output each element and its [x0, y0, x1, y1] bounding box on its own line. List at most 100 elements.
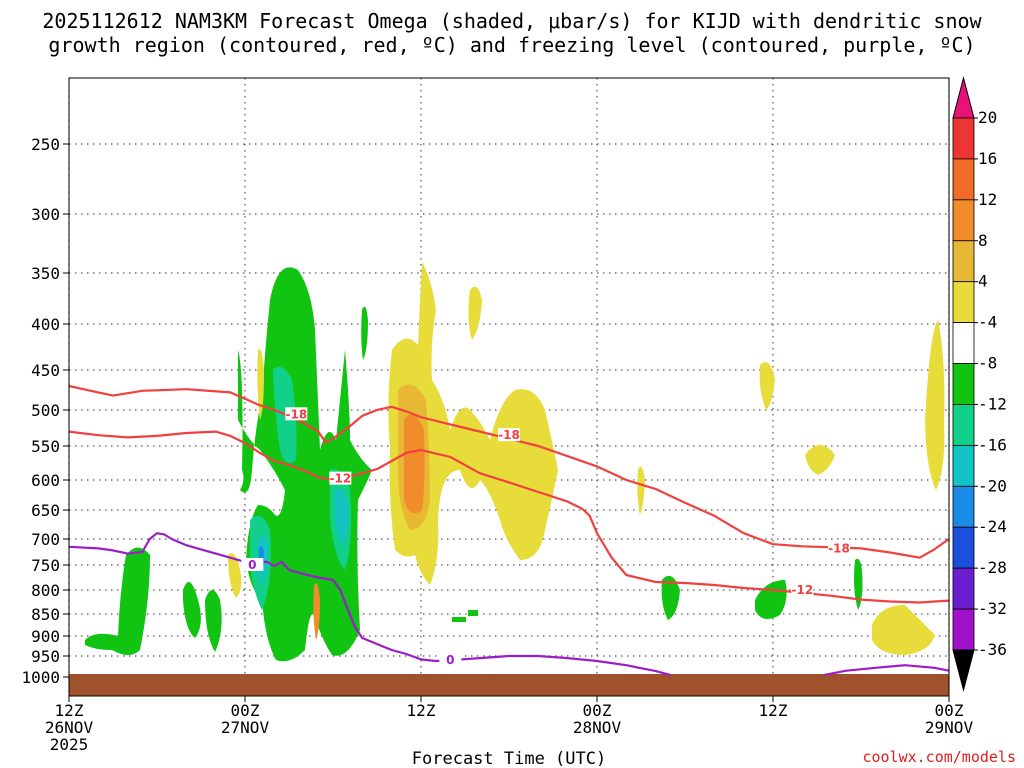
x-tick-label: 00Z	[583, 701, 612, 720]
contour-label-bg	[791, 583, 814, 596]
contour-lines	[68, 384, 950, 676]
colorbar-swatch	[952, 526, 975, 569]
omega-sinking-main	[388, 262, 558, 585]
colorbar: 20 16 12 8 4 -4 -8 -12 -16 -20 -24 -28 -32 -36	[952, 76, 1007, 692]
omega-rising-left	[85, 547, 150, 655]
chart-title: 2025112612 NAM3KM Forecast Omega (shaded…	[42, 9, 982, 33]
colorbar-bottom-arrow	[952, 649, 975, 692]
y-tick-label: 450	[31, 361, 60, 380]
omega-sinking-small-3	[759, 362, 775, 410]
omega-small-green-6	[468, 610, 478, 616]
contour-label: 0	[446, 653, 454, 667]
colorbar-label: -36	[978, 640, 1007, 659]
omega-sinking-left-3	[313, 583, 320, 640]
x-tick-label: 29NOV	[925, 718, 974, 737]
omega-strong-core-right	[334, 489, 349, 545]
x-tick-label: 12Z	[55, 701, 84, 720]
y-tick-label: 600	[31, 471, 60, 490]
series-line-0	[68, 384, 950, 559]
omega-small-green-5	[452, 617, 466, 622]
omega-rising-left-2	[183, 582, 201, 638]
contour-labels: -18 -18 -18 -12 -12 0 0	[241, 407, 850, 667]
colorbar-swatch	[952, 444, 975, 487]
y-tick-label: 250	[31, 135, 60, 154]
x-tick-label: 27NOV	[221, 718, 270, 737]
omega-small-green-1	[361, 306, 368, 360]
contour-label-bg	[828, 541, 850, 555]
plot-frame	[68, 77, 950, 697]
plot-background	[69, 78, 949, 696]
y-axis: 250 300 350 400 450 500 550 600 650 700 750 800 850 9…	[21, 135, 69, 687]
omega-small-green-4	[854, 558, 863, 610]
omega-sinking-strong	[404, 414, 425, 514]
contour-label-bg	[439, 653, 462, 667]
colorbar-top-arrow	[952, 76, 975, 119]
x-axis-label: Forecast Time (UTC)	[412, 749, 606, 768]
colorbar-label: -28	[978, 558, 1007, 577]
y-tick-label: 1000	[21, 668, 60, 687]
y-tick-label: 850	[31, 605, 60, 624]
watermark: coolwx.com/models	[862, 748, 1016, 766]
contour-label-bg	[329, 471, 352, 485]
chart-title-line2: growth region (contoured, red, ºC) and f…	[48, 33, 975, 57]
x-tick-label: 26NOV	[45, 718, 94, 737]
colorbar-swatch	[952, 363, 975, 405]
y-tick-label: 750	[31, 556, 60, 575]
omega-sinking-small-2	[637, 466, 645, 515]
plot-area: -18 -18 -18 -12 -12 0 0	[68, 77, 950, 697]
colorbar-swatch	[952, 485, 975, 528]
y-tick-label: 500	[31, 401, 60, 420]
colorbar-label: 12	[978, 190, 997, 209]
y-tick-label: 400	[31, 315, 60, 334]
x-tick-label: 28NOV	[573, 718, 622, 737]
contour-label-bg	[498, 428, 520, 442]
colorbar-label: 16	[978, 149, 997, 168]
colorbar-label: -32	[978, 599, 1007, 618]
contour-label-bg	[285, 407, 308, 421]
y-tick-label: 700	[31, 530, 60, 549]
colorbar-label: 20	[978, 108, 997, 127]
x-tick-label: 12Z	[407, 701, 436, 720]
colorbar-label: -16	[978, 435, 1007, 454]
y-tick-label: 800	[31, 581, 60, 600]
omega-sinking-small-1	[468, 286, 482, 340]
y-tick-label: 950	[31, 647, 60, 666]
colorbar-label: -8	[978, 354, 997, 373]
omega-sinking-left-2	[257, 349, 264, 420]
contour-label: -18	[285, 407, 307, 421]
contour-label: -18	[828, 541, 850, 555]
colorbar-label: -24	[978, 517, 1007, 536]
colorbar-label: 4	[978, 272, 988, 291]
colorbar-label: 8	[978, 231, 988, 250]
omega-shading	[85, 262, 945, 662]
omega-rising-left-3	[205, 590, 222, 652]
y-tick-label: 350	[31, 264, 60, 283]
series-line-3	[824, 664, 950, 676]
x-tick-label: 00Z	[935, 701, 964, 720]
y-tick-label: 300	[31, 205, 60, 224]
omega-sinking-bottom-right	[872, 605, 935, 655]
colorbar-swatch	[952, 404, 975, 446]
x-tick-label: 2025	[50, 735, 89, 754]
colorbar-label: -12	[978, 394, 1007, 413]
omega-sinking-small-4	[805, 445, 835, 475]
series-line-2	[68, 532, 671, 676]
terrain-below-ground	[69, 674, 949, 696]
contour-label: -12	[791, 583, 813, 597]
colorbar-swatch	[952, 567, 975, 610]
contour-label-bg	[241, 558, 264, 571]
colorbar-swatch	[952, 240, 975, 283]
omega-sinking-right	[925, 320, 945, 490]
omega-rising-main	[238, 267, 372, 662]
y-tick-label: 900	[31, 627, 60, 646]
x-tick-label: 12Z	[759, 701, 788, 720]
colorbar-swatch	[952, 322, 975, 364]
contour-label: -18	[498, 428, 520, 442]
y-tick-label: 550	[31, 437, 60, 456]
colorbar-swatch	[952, 281, 975, 324]
omega-small-green-2	[661, 575, 680, 620]
colorbar-swatch	[952, 608, 975, 651]
colorbar-swatch	[952, 158, 975, 201]
